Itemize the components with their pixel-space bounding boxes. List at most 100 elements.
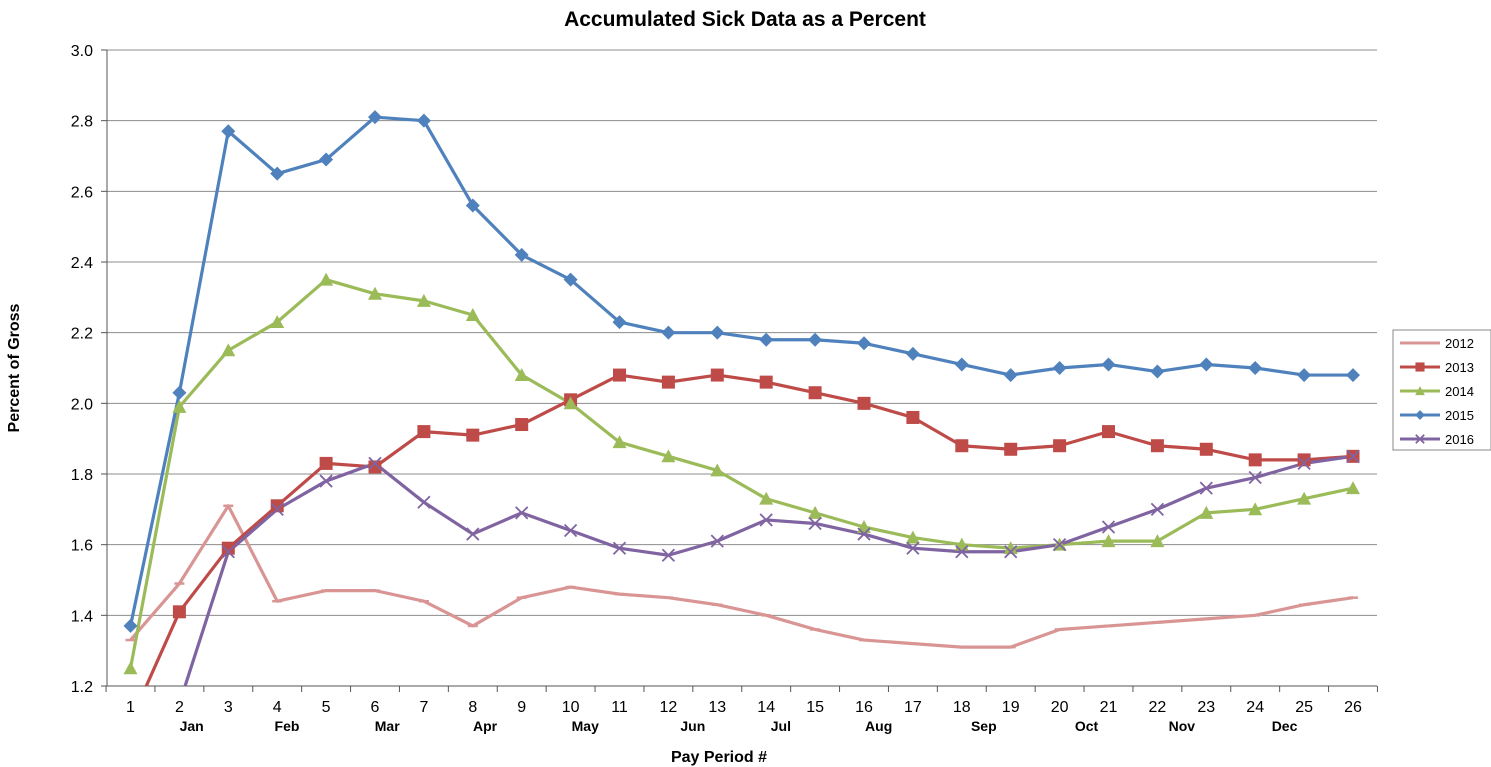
data-point-2013 [1150, 439, 1164, 453]
legend-label-2012: 2012 [1445, 336, 1474, 351]
y-tick-label: 1.6 [71, 538, 93, 555]
data-point-2014 [759, 491, 774, 505]
x-tick-label: 11 [611, 699, 628, 716]
data-point-2016 [515, 506, 529, 520]
series-line-2016 [183, 454, 1354, 686]
legend-marker-2016 [1415, 434, 1425, 444]
data-point-2016 [319, 474, 333, 488]
data-point-2016 [1052, 538, 1067, 552]
data-point-2015 [563, 272, 578, 287]
data-point-2016 [759, 513, 773, 527]
legend-marker-2014 [1415, 386, 1425, 396]
data-point-2014 [1297, 491, 1312, 505]
data-point-2014 [270, 315, 285, 329]
data-point-2016 [221, 545, 235, 559]
data-point-2013 [1004, 442, 1018, 456]
data-point-2015 [172, 385, 187, 400]
month-label: May [572, 718, 599, 734]
data-point-2014 [1199, 505, 1214, 519]
data-point-2016 [1297, 456, 1311, 471]
data-point-2014 [563, 396, 578, 410]
x-tick-label: 8 [468, 699, 477, 716]
x-axis-label: Pay Period # [671, 749, 767, 766]
x-tick-label: 4 [273, 699, 282, 716]
data-point-2013 [1102, 425, 1115, 439]
data-point-2015 [661, 325, 676, 340]
month-label: Nov [1169, 718, 1196, 734]
y-axis-label: Percent of Gross [6, 303, 23, 432]
data-point-2016 [417, 495, 431, 509]
data-point-2015 [905, 346, 920, 361]
data-point-2015 [1297, 368, 1312, 383]
data-point-2015 [221, 124, 236, 139]
month-label: Apr [473, 718, 498, 734]
series-line-2012 [129, 504, 1354, 649]
legend-label-2013: 2013 [1445, 360, 1474, 375]
data-point-2013 [515, 418, 529, 432]
data-point-2013 [613, 368, 626, 382]
data-point-2016 [1248, 470, 1262, 485]
data-point-2015 [319, 152, 334, 167]
chart-title: Accumulated Sick Data as a Percent [564, 8, 926, 31]
x-tick-label: 26 [1344, 699, 1362, 716]
data-point-2013 [1248, 453, 1262, 467]
series-line-2013 [144, 373, 1354, 686]
data-point-2015 [1199, 357, 1214, 372]
x-tick-label: 5 [322, 699, 331, 716]
data-point-2013 [759, 375, 773, 389]
month-label: Jul [771, 718, 791, 734]
data-point-2016 [612, 541, 627, 555]
legend-label-2016: 2016 [1445, 432, 1474, 447]
month-label: Aug [865, 718, 892, 734]
data-point-2014 [319, 272, 334, 286]
data-point-2013 [955, 439, 969, 453]
x-tick-label: 13 [708, 699, 726, 716]
x-tick-label: 21 [1100, 699, 1118, 716]
data-point-2016 [125, 751, 137, 763]
series-line-2015 [128, 115, 1353, 627]
y-tick-label: 2.8 [71, 114, 93, 131]
data-point-2013 [368, 460, 382, 474]
series-lines [128, 115, 1354, 686]
x-tick-label: 16 [855, 699, 873, 716]
x-tick-label: 3 [224, 699, 233, 716]
y-tick-label: 2.2 [71, 326, 93, 343]
data-point-2015 [465, 198, 480, 213]
data-point-2014 [368, 286, 382, 300]
x-tick-label: 24 [1246, 699, 1264, 716]
data-point-2016 [857, 527, 871, 541]
gridlines [107, 49, 1377, 616]
data-point-2015 [808, 332, 823, 347]
x-tick-label: 2 [175, 699, 184, 716]
data-point-2013 [172, 605, 186, 619]
y-tick-label: 3.0 [71, 43, 93, 60]
series-markers [123, 110, 1360, 763]
data-point-2014 [612, 435, 627, 449]
data-point-2014 [123, 661, 138, 675]
data-point-2015 [1003, 368, 1018, 383]
y-tick-label: 2.0 [71, 396, 93, 413]
data-point-2015 [1052, 361, 1067, 375]
legend: 2012 2013 2014 2015 2016 [1392, 329, 1491, 451]
x-tick-label: 1 [126, 699, 135, 716]
x-tick-label: 18 [953, 699, 971, 716]
x-tick-label: 19 [1002, 699, 1020, 716]
data-point-2015 [368, 110, 382, 125]
data-point-2013 [124, 715, 137, 728]
data-point-2015 [1150, 364, 1165, 379]
month-label: Oct [1075, 718, 1099, 734]
data-point-2016 [906, 541, 920, 555]
x-tick-label: 25 [1295, 699, 1313, 716]
data-point-2014 [661, 449, 676, 463]
data-point-2016 [563, 523, 578, 538]
data-point-2013 [270, 499, 284, 513]
data-point-2013 [808, 386, 822, 400]
data-point-2013 [466, 428, 480, 442]
legend-marker-2013 [1415, 362, 1425, 372]
data-point-2014 [172, 399, 187, 413]
data-point-2015 [270, 166, 285, 181]
legend-marker-2015 [1415, 410, 1425, 420]
data-point-2016 [1150, 502, 1165, 516]
data-point-2014 [808, 505, 823, 519]
